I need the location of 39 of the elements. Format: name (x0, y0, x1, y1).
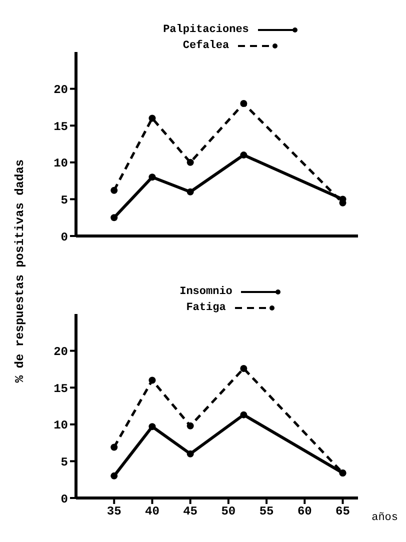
x-tick-label: 55 (259, 504, 274, 519)
y-tick-label: 5 (60, 193, 68, 208)
point (148, 114, 156, 122)
x-tick-label: 40 (145, 504, 160, 519)
point (148, 376, 156, 384)
point (110, 472, 118, 480)
point (240, 364, 248, 372)
x-tick-label: 65 (336, 504, 350, 519)
y-tick-label: 0 (60, 492, 68, 506)
y-tick-label: 15 (54, 382, 68, 396)
point (186, 450, 194, 458)
x-tick-label: 60 (297, 504, 312, 519)
point (148, 423, 156, 430)
legend-label: Palpitaciones (163, 24, 249, 36)
y-axis-title: % de respuestas positivas dadas (13, 159, 27, 383)
y-tick-label: 20 (54, 345, 68, 360)
legend-label: Fatiga (186, 302, 226, 314)
y-tick-label: 20 (54, 83, 68, 98)
y-tick-label: 10 (54, 418, 68, 433)
x-tick-label: 45 (183, 504, 198, 519)
y-tick-label: 5 (60, 455, 68, 470)
point (240, 152, 248, 159)
point (186, 188, 194, 196)
point (110, 186, 118, 194)
legend-label: Insomnio (180, 286, 232, 298)
y-tick-label: 10 (54, 156, 68, 171)
x-tick-label: 50 (221, 504, 236, 519)
point (110, 214, 118, 222)
point (148, 174, 156, 181)
point (240, 100, 248, 108)
x-tick-label: 35 (106, 504, 122, 519)
y-tick-label: 0 (60, 230, 68, 244)
x-axis-title: años (372, 512, 398, 524)
point (186, 158, 194, 166)
legend-label: Cefalea (182, 40, 230, 52)
y-tick-label: 15 (54, 120, 68, 134)
point (110, 444, 118, 451)
point (240, 411, 248, 418)
point (186, 422, 194, 430)
